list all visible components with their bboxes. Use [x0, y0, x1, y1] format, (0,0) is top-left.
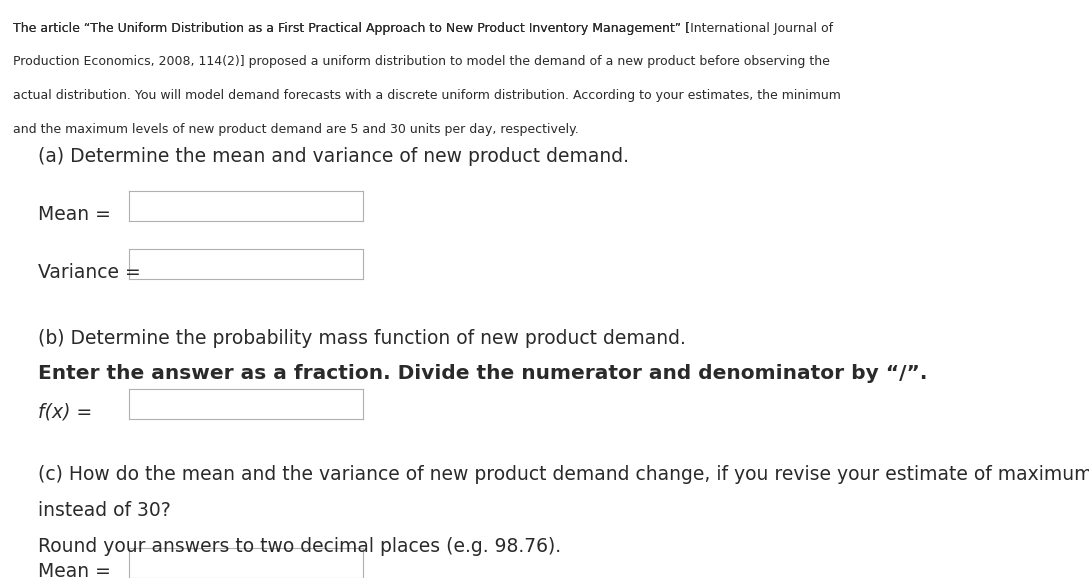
Text: and the maximum levels of new product demand are 5 and 30 units per day, respect: and the maximum levels of new product de… [13, 123, 579, 135]
Text: Variance =: Variance = [38, 263, 140, 282]
Text: Mean =: Mean = [38, 205, 111, 224]
Text: (c) How do the mean and the variance of new product demand change, if you revise: (c) How do the mean and the variance of … [38, 465, 1089, 484]
Text: The article “The Uniform Distribution as a First Practical Approach to New Produ: The article “The Uniform Distribution as… [13, 22, 690, 35]
Text: f(x) =: f(x) = [38, 403, 93, 422]
Text: Round your answers to two decimal places (e.g. 98.76).: Round your answers to two decimal places… [38, 537, 561, 556]
Text: Mean =: Mean = [38, 562, 111, 578]
Text: The article “The Uniform Distribution as a First Practical Approach to New Produ: The article “The Uniform Distribution as… [13, 22, 833, 35]
Text: Enter the answer as a fraction. Divide the numerator and denominator by “/”.: Enter the answer as a fraction. Divide t… [38, 364, 928, 383]
Text: instead of 30?: instead of 30? [38, 501, 171, 520]
Text: (b) Determine the probability mass function of new product demand.: (b) Determine the probability mass funct… [38, 329, 686, 349]
Text: (a) Determine the mean and variance of new product demand.: (a) Determine the mean and variance of n… [38, 147, 629, 166]
Text: The article “The Uniform Distribution as a First Practical Approach to New Produ: The article “The Uniform Distribution as… [13, 22, 833, 35]
Text: actual distribution. You will model demand forecasts with a discrete uniform dis: actual distribution. You will model dema… [13, 89, 841, 102]
Text: Production Economics, 2008, 114(2)] proposed a uniform distribution to model the: Production Economics, 2008, 114(2)] prop… [13, 55, 830, 68]
